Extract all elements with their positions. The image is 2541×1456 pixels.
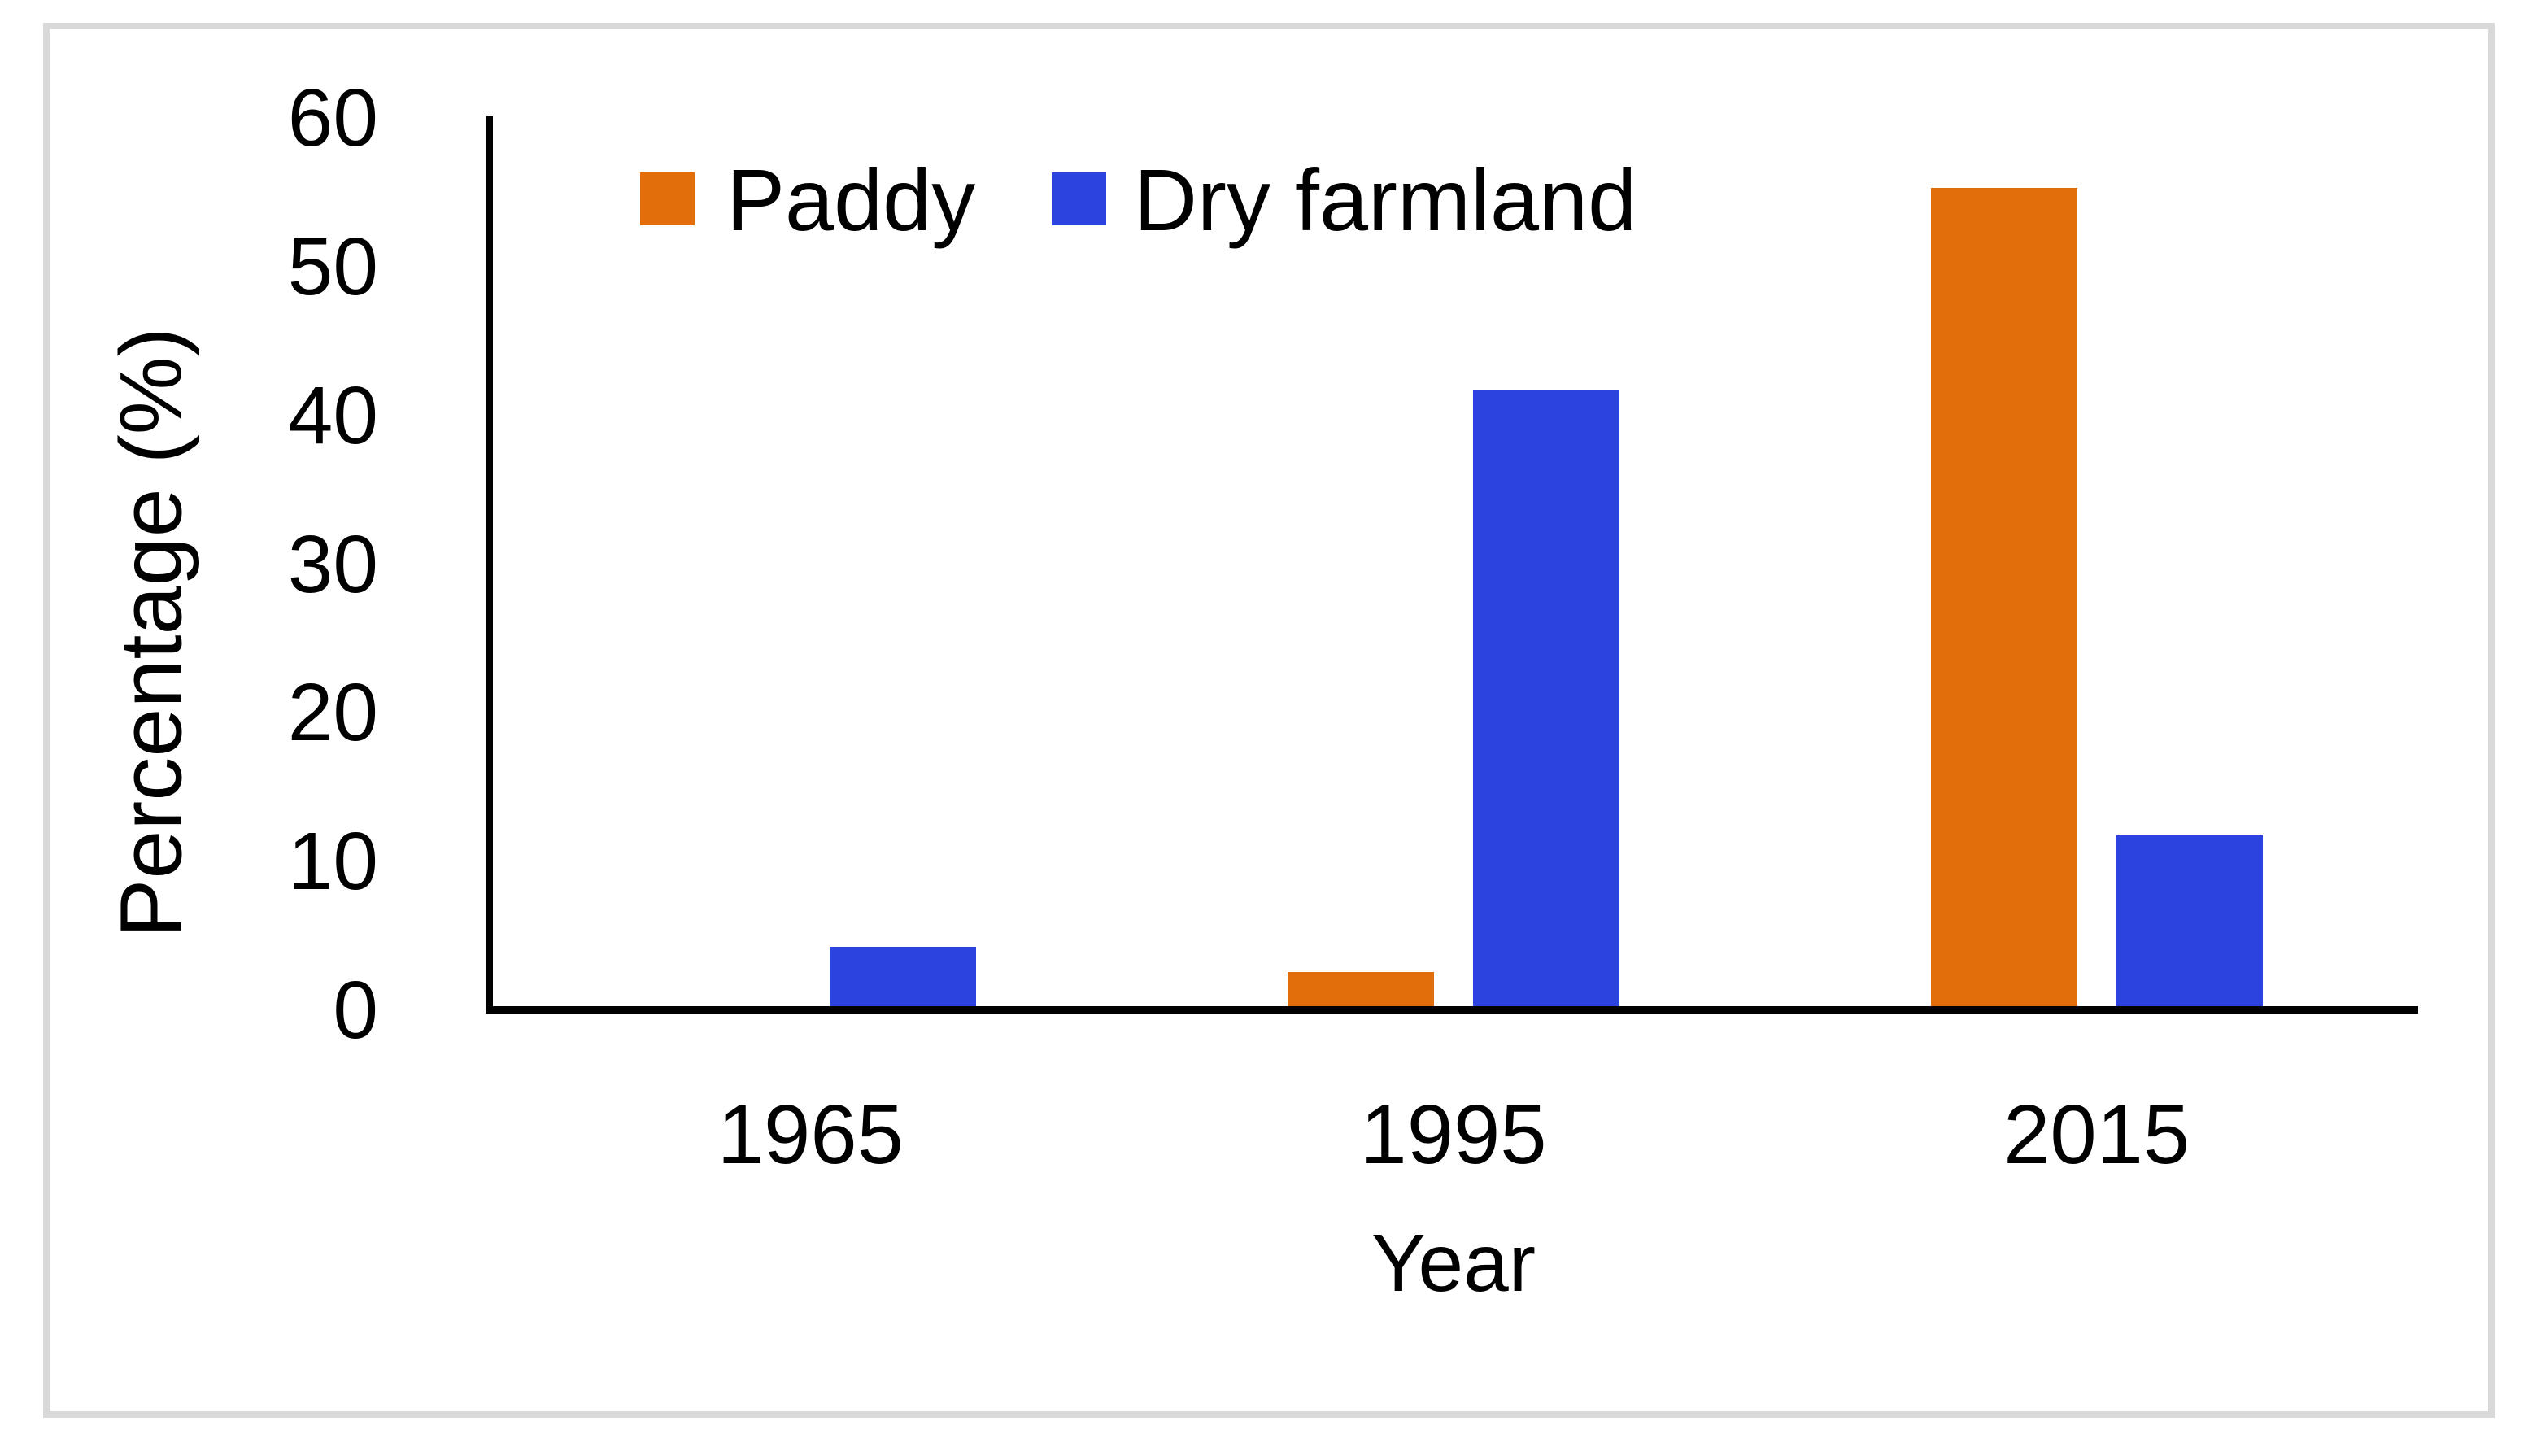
y-tick-label-60: 60 (287, 72, 378, 163)
bar-paddy-1995 (1288, 972, 1434, 1006)
legend-swatch-dry-farmland (1052, 172, 1106, 225)
x-category-label-1965: 1965 (717, 1088, 904, 1181)
y-tick-label-30: 30 (287, 518, 378, 610)
y-tick-label-20: 20 (287, 667, 378, 759)
y-tick-label-0: 0 (333, 965, 378, 1056)
legend-label-paddy: Paddy (726, 150, 976, 249)
x-category-label-1995: 1995 (1360, 1088, 1547, 1181)
bar-dry-farmland-1965 (830, 947, 976, 1006)
bar-paddy-2015 (1931, 188, 2077, 1006)
bar-dry-farmland-2015 (2116, 835, 2263, 1006)
legend-swatch-paddy (640, 172, 695, 225)
x-axis-line (486, 1006, 2418, 1014)
y-axis-line (486, 116, 493, 1014)
y-tick-label-40: 40 (287, 369, 378, 461)
bar-dry-farmland-1995 (1473, 390, 1619, 1006)
x-axis-title: Year (1371, 1218, 1536, 1309)
y-tick-label-50: 50 (287, 220, 378, 312)
x-category-label-2015: 2015 (2003, 1088, 2190, 1181)
y-tick-label-10: 10 (287, 816, 378, 908)
legend-label-dry-farmland: Dry farmland (1134, 150, 1637, 249)
y-axis-title: Percentage (%) (101, 327, 200, 938)
figure-frame (43, 23, 2495, 1418)
